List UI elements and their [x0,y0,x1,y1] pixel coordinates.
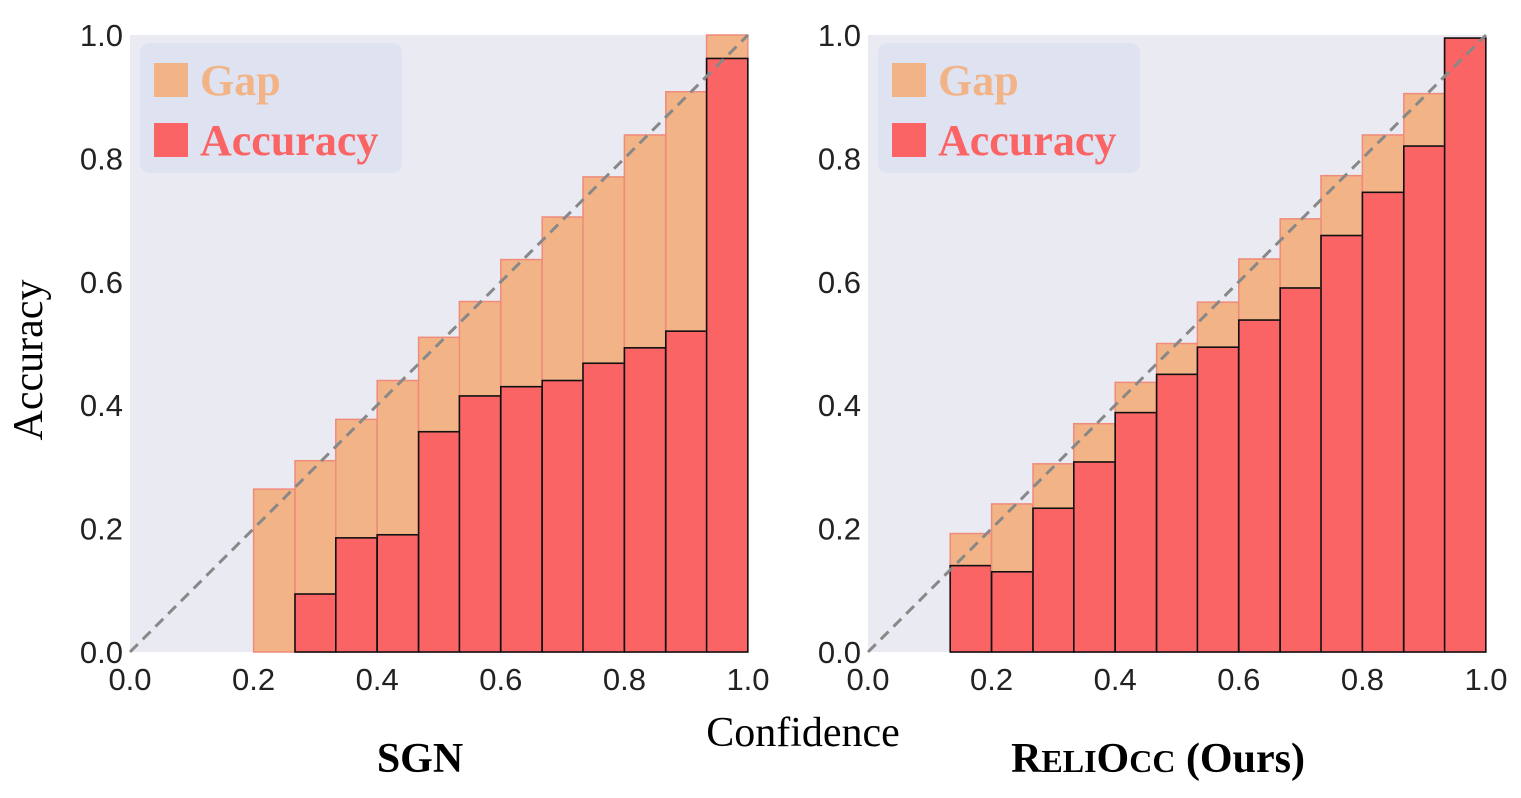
accuracy-bar [665,330,708,653]
y-tick-label: 0.8 [818,141,861,176]
x-tick-label: 0.6 [479,662,522,697]
accuracy-bar [1072,461,1116,653]
title-part-r: R [1011,736,1042,782]
y-tick-label: 1.0 [818,18,861,53]
accuracy-bar [1238,319,1281,653]
x-tick-label: 1.0 [1464,662,1507,697]
x-axis-label: Confidence [706,710,900,756]
chart-title-sgn: SGN [377,736,463,782]
title-part-eli: ELI [1041,743,1096,779]
legend-swatch-accuracy [154,123,188,157]
accuracy-bar [1403,145,1446,653]
legend-label-gap: Gap [200,56,281,105]
x-tick-label: 0.2 [232,662,275,697]
accuracy-bar [1443,37,1487,653]
accuracy-bar [1114,411,1158,653]
accuracy-bar [1320,234,1364,653]
y-tick-label: 0.6 [818,265,861,300]
perfect-calibration-line [866,33,1488,654]
y-tick-label: 0.4 [818,388,861,423]
gap-bar [252,488,296,653]
legend-box [878,43,1140,173]
accuracy-bar [376,533,420,653]
accuracy-bar [582,362,626,653]
legend-label-accuracy: Accuracy [200,116,378,165]
y-tick-label: 0.8 [80,141,123,176]
accuracy-bar [1361,191,1405,653]
title-part-cc: CC [1129,743,1175,779]
y-axis-label: Accuracy [6,280,52,441]
y-tick-label: 1.0 [80,18,123,53]
legend-label-gap: Gap [938,56,1019,105]
title-part-o: O [1097,736,1130,782]
accuracy-bar [417,430,461,653]
accuracy-bar [1032,507,1076,653]
legend-swatch-gap [892,63,926,97]
x-tick-label: 0.0 [108,662,151,697]
accuracy-bar [334,537,378,653]
x-tick-label: 0.8 [1341,662,1384,697]
accuracy-bar [1196,346,1240,653]
accuracy-bar [458,395,502,653]
x-tick-label: 0.2 [970,662,1013,697]
accuracy-bar [623,347,667,653]
x-tick-label: 0.0 [846,662,889,697]
accuracy-bar [1155,373,1199,653]
y-tick-label: 0.2 [818,512,861,547]
accuracy-bar [541,379,585,653]
accuracy-bar [990,570,1034,653]
x-tick-label: 1.0 [726,662,769,697]
legend-swatch-accuracy [892,123,926,157]
y-tick-label: 0.0 [80,635,123,670]
legend-box [140,43,402,173]
y-tick-label: 0.2 [80,512,123,547]
x-tick-label: 0.6 [1217,662,1260,697]
x-tick-label: 0.8 [603,662,646,697]
legend-swatch-gap [154,63,188,97]
accuracy-bar [294,593,338,653]
accuracy-bar [1279,287,1323,653]
legend-label-accuracy: Accuracy [938,116,1116,165]
panel-sgn: 0.0 0.2 0.4 0.6 0.8 1.0 0.0 0.2 0.4 0.6 0.8 1.0 Gap A… [80,18,770,697]
accuracy-bar [499,385,543,653]
x-tick-label: 0.4 [356,662,399,697]
y-tick-label: 0.0 [818,635,861,670]
y-tick-label: 0.6 [80,265,123,300]
panel-relioocc: 0.0 0.2 0.4 0.6 0.8 1.0 0.0 0.2 0.4 0.6 0.8 1.0 Gap A… [818,18,1508,697]
perfect-calibration-line [128,33,750,654]
chart-title-relioocc: RELIOCC (Ours) [1011,736,1305,782]
accuracy-bar [949,564,993,653]
y-tick-label: 0.4 [80,388,123,423]
accuracy-bar [705,57,749,653]
x-tick-label: 0.4 [1094,662,1137,697]
title-part-ours: (Ours) [1175,736,1305,782]
